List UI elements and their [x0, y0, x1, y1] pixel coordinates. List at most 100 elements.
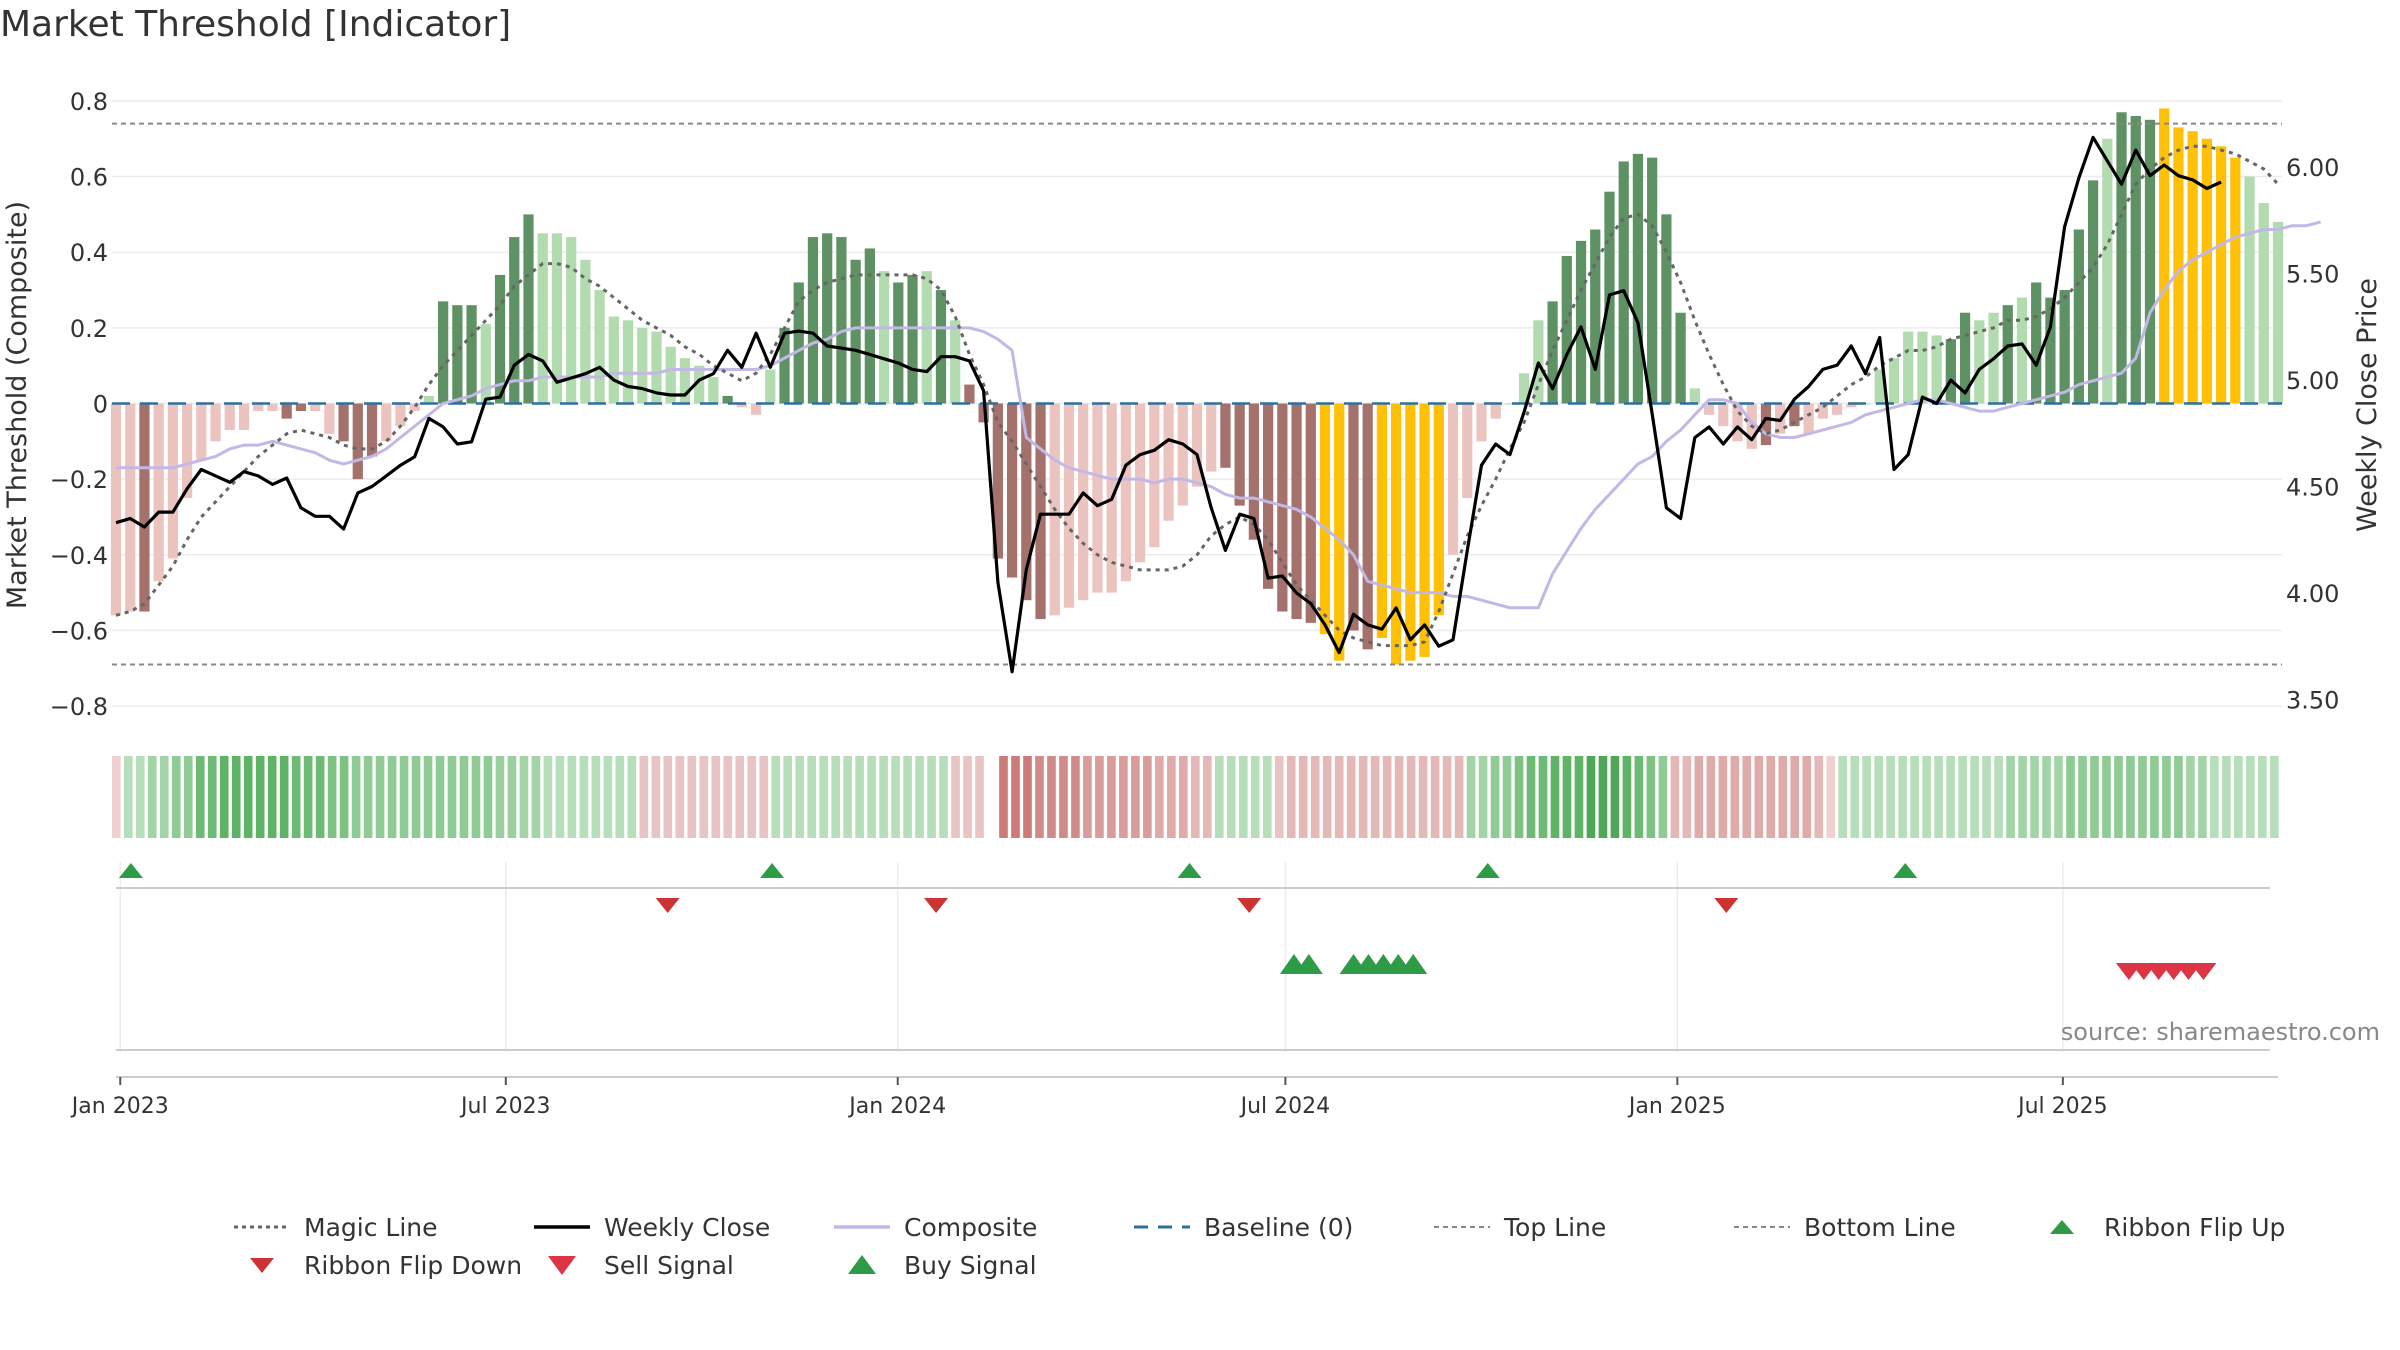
composite-bar [2187, 131, 2198, 404]
ribbon-cell [555, 756, 565, 838]
legend-label: Ribbon Flip Up [2104, 1212, 2286, 1242]
composite-bar [2258, 203, 2269, 404]
ribbon-cell [2078, 756, 2087, 838]
source-attribution: source: sharemaestro.com [2061, 1018, 2380, 1046]
ribbon-cell [999, 756, 1008, 838]
y-tick-label-left: 0.8 [70, 88, 108, 116]
ribbon-cell [112, 756, 121, 838]
ribbon-cell [1778, 756, 1788, 838]
composite-bar [523, 214, 534, 404]
ribbon-cell [387, 756, 397, 838]
ribbon-cell [2198, 756, 2207, 838]
legend-item: Ribbon Flip Down [230, 1251, 530, 1280]
ribbon-flip-down-marker [655, 898, 680, 913]
grid-layer [112, 100, 2282, 1052]
ribbon-cell [315, 756, 325, 838]
composite-bar [1305, 403, 1316, 623]
ribbon-cell [663, 756, 673, 838]
ribbon-cell [1250, 756, 1260, 838]
composite-bar [366, 403, 378, 457]
legend-row: Magic Line Weekly Close Composite Baseline … [230, 1208, 2330, 1246]
ribbon-cell [1790, 756, 1800, 838]
ribbon-cell [459, 756, 469, 838]
buy-signal-marker [1294, 954, 1323, 974]
ribbon-cell [1466, 756, 1476, 838]
ribbon-cell [951, 756, 960, 838]
composite-bar [253, 403, 264, 412]
composite-bar [2159, 108, 2170, 404]
ribbon-cell [543, 756, 553, 838]
ribbon-cell [1143, 756, 1152, 838]
ribbon-cell [219, 756, 229, 838]
ribbon-cell [927, 756, 936, 838]
ribbon-cell [831, 756, 840, 838]
ribbon-cell [2042, 756, 2051, 838]
ribbon-cell [483, 756, 493, 838]
composite-bar [1206, 403, 1217, 472]
ribbon-cell [2162, 756, 2171, 838]
composite-bar [153, 403, 164, 582]
composite-bar [224, 403, 235, 430]
ribbon-cell [1898, 756, 1907, 838]
composite-bar [1632, 153, 1644, 404]
x-tick-label: Jan 2024 [847, 1094, 946, 1119]
ribbon-cell [1646, 756, 1656, 838]
composite-bar [2016, 297, 2028, 404]
legend-label: Buy Signal [904, 1250, 1037, 1280]
ribbon-cell [495, 756, 505, 838]
ribbon-cell [1454, 756, 1464, 838]
composite-bar [324, 403, 335, 434]
ribbon-cell [207, 756, 217, 838]
legend-symbol [2050, 1220, 2074, 1234]
composite-bar [2087, 180, 2099, 404]
ribbon-cell [975, 756, 984, 838]
ribbon-cell [639, 756, 649, 838]
ribbon-cell [423, 756, 433, 838]
composite-bar [1063, 403, 1075, 608]
chart-title: Market Threshold [Indicator] [0, 4, 512, 45]
composite-bar [594, 290, 605, 404]
composite-bar [1575, 240, 1587, 404]
ribbon-cell [1394, 756, 1404, 838]
composite-bar [1945, 339, 1956, 404]
ribbon-cell [1370, 756, 1380, 838]
ribbon-panel [112, 756, 2279, 838]
ribbon-cell [1550, 756, 1560, 838]
ribbon-cell [531, 756, 541, 838]
legend-item: Weekly Close [530, 1213, 830, 1242]
legend-item: Composite [830, 1213, 1130, 1242]
composite-bar [1476, 403, 1487, 442]
ribbon-cell [2258, 756, 2267, 838]
ribbon-cell [195, 756, 205, 838]
composite-bar [1078, 403, 1089, 601]
composite-bar [210, 403, 221, 442]
composite-bar [708, 377, 719, 404]
composite-bar [352, 403, 363, 480]
ribbon-cell [1874, 756, 1884, 838]
ribbon-cell [2174, 756, 2183, 838]
composite-bar [836, 237, 847, 404]
ribbon-cell [615, 756, 625, 838]
ribbon-cell [771, 756, 781, 838]
ribbon-cell [375, 756, 385, 838]
composite-bar [2002, 305, 2013, 404]
ribbon-cell [783, 756, 793, 838]
legend-label: Weekly Close [604, 1212, 771, 1242]
composite-bar [1675, 312, 1686, 404]
composite-line [116, 220, 2322, 610]
ribbon-cell [1107, 756, 1116, 838]
composite-bar [907, 274, 918, 404]
composite-bar [1618, 161, 1629, 404]
legend-triangle-up [848, 1255, 876, 1274]
legend-symbol [250, 1258, 274, 1273]
ribbon-cell [2126, 756, 2135, 838]
x-tick-label: Jan 2023 [70, 1094, 169, 1119]
ribbon-cell [2270, 756, 2279, 838]
ribbon-flip-down-marker [1237, 898, 1262, 913]
ribbon-cell [1274, 756, 1284, 838]
composite-bar [1547, 301, 1558, 404]
ribbon-cell [1982, 756, 1991, 838]
ribbon-flip-panel [116, 863, 2270, 913]
ribbon-cell [1310, 756, 1320, 838]
ribbon-cell [747, 756, 757, 838]
